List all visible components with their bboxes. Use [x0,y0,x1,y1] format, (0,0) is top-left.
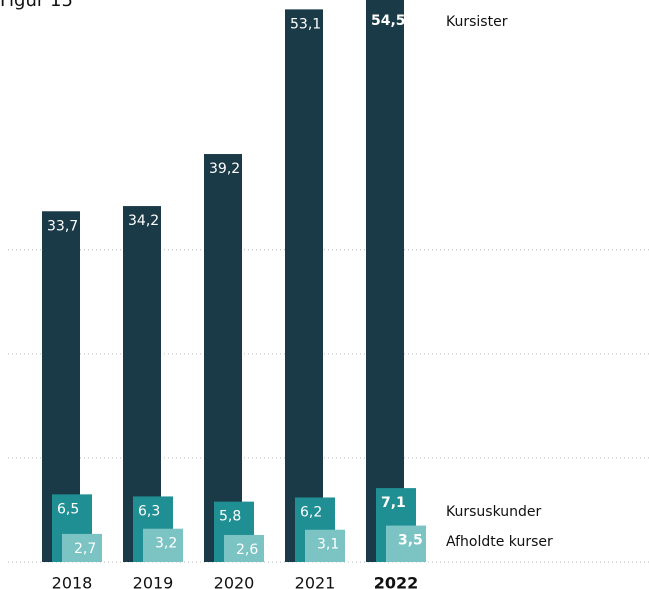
value-label: 34,2 [128,213,159,229]
chart-title: Figur 15 [0,0,73,11]
x-tick-label: 2022 [374,574,419,589]
value-label: 3,5 [398,533,423,549]
value-label: 53,1 [290,16,321,32]
value-label: 2,7 [74,541,96,557]
bar [386,525,426,562]
value-label: 2,6 [236,542,258,558]
bar [204,154,242,562]
legend-label: Kursuskunder [446,504,541,520]
value-label: 7,1 [381,495,406,511]
x-tick-label: 2021 [295,574,336,589]
legend-label: Afholdte kurser [446,534,553,550]
value-label: 6,2 [300,504,322,520]
value-label: 33,7 [47,218,78,234]
legend-label: Kursister [446,14,508,30]
bar [224,534,264,562]
value-label: 54,5 [371,13,406,29]
value-label: 3,2 [155,536,177,552]
value-label: 6,5 [57,501,79,517]
bar [143,528,183,562]
bar [62,533,102,562]
x-tick-label: 2020 [214,574,255,589]
value-label: 39,2 [209,161,240,177]
value-label: 3,1 [317,537,339,553]
x-tick-label: 2019 [133,574,174,589]
bar [285,9,323,563]
value-label: 5,8 [219,509,241,525]
x-tick-label: 2018 [52,574,93,589]
value-label: 6,3 [138,503,160,519]
bar [305,529,345,562]
bar [366,0,404,562]
